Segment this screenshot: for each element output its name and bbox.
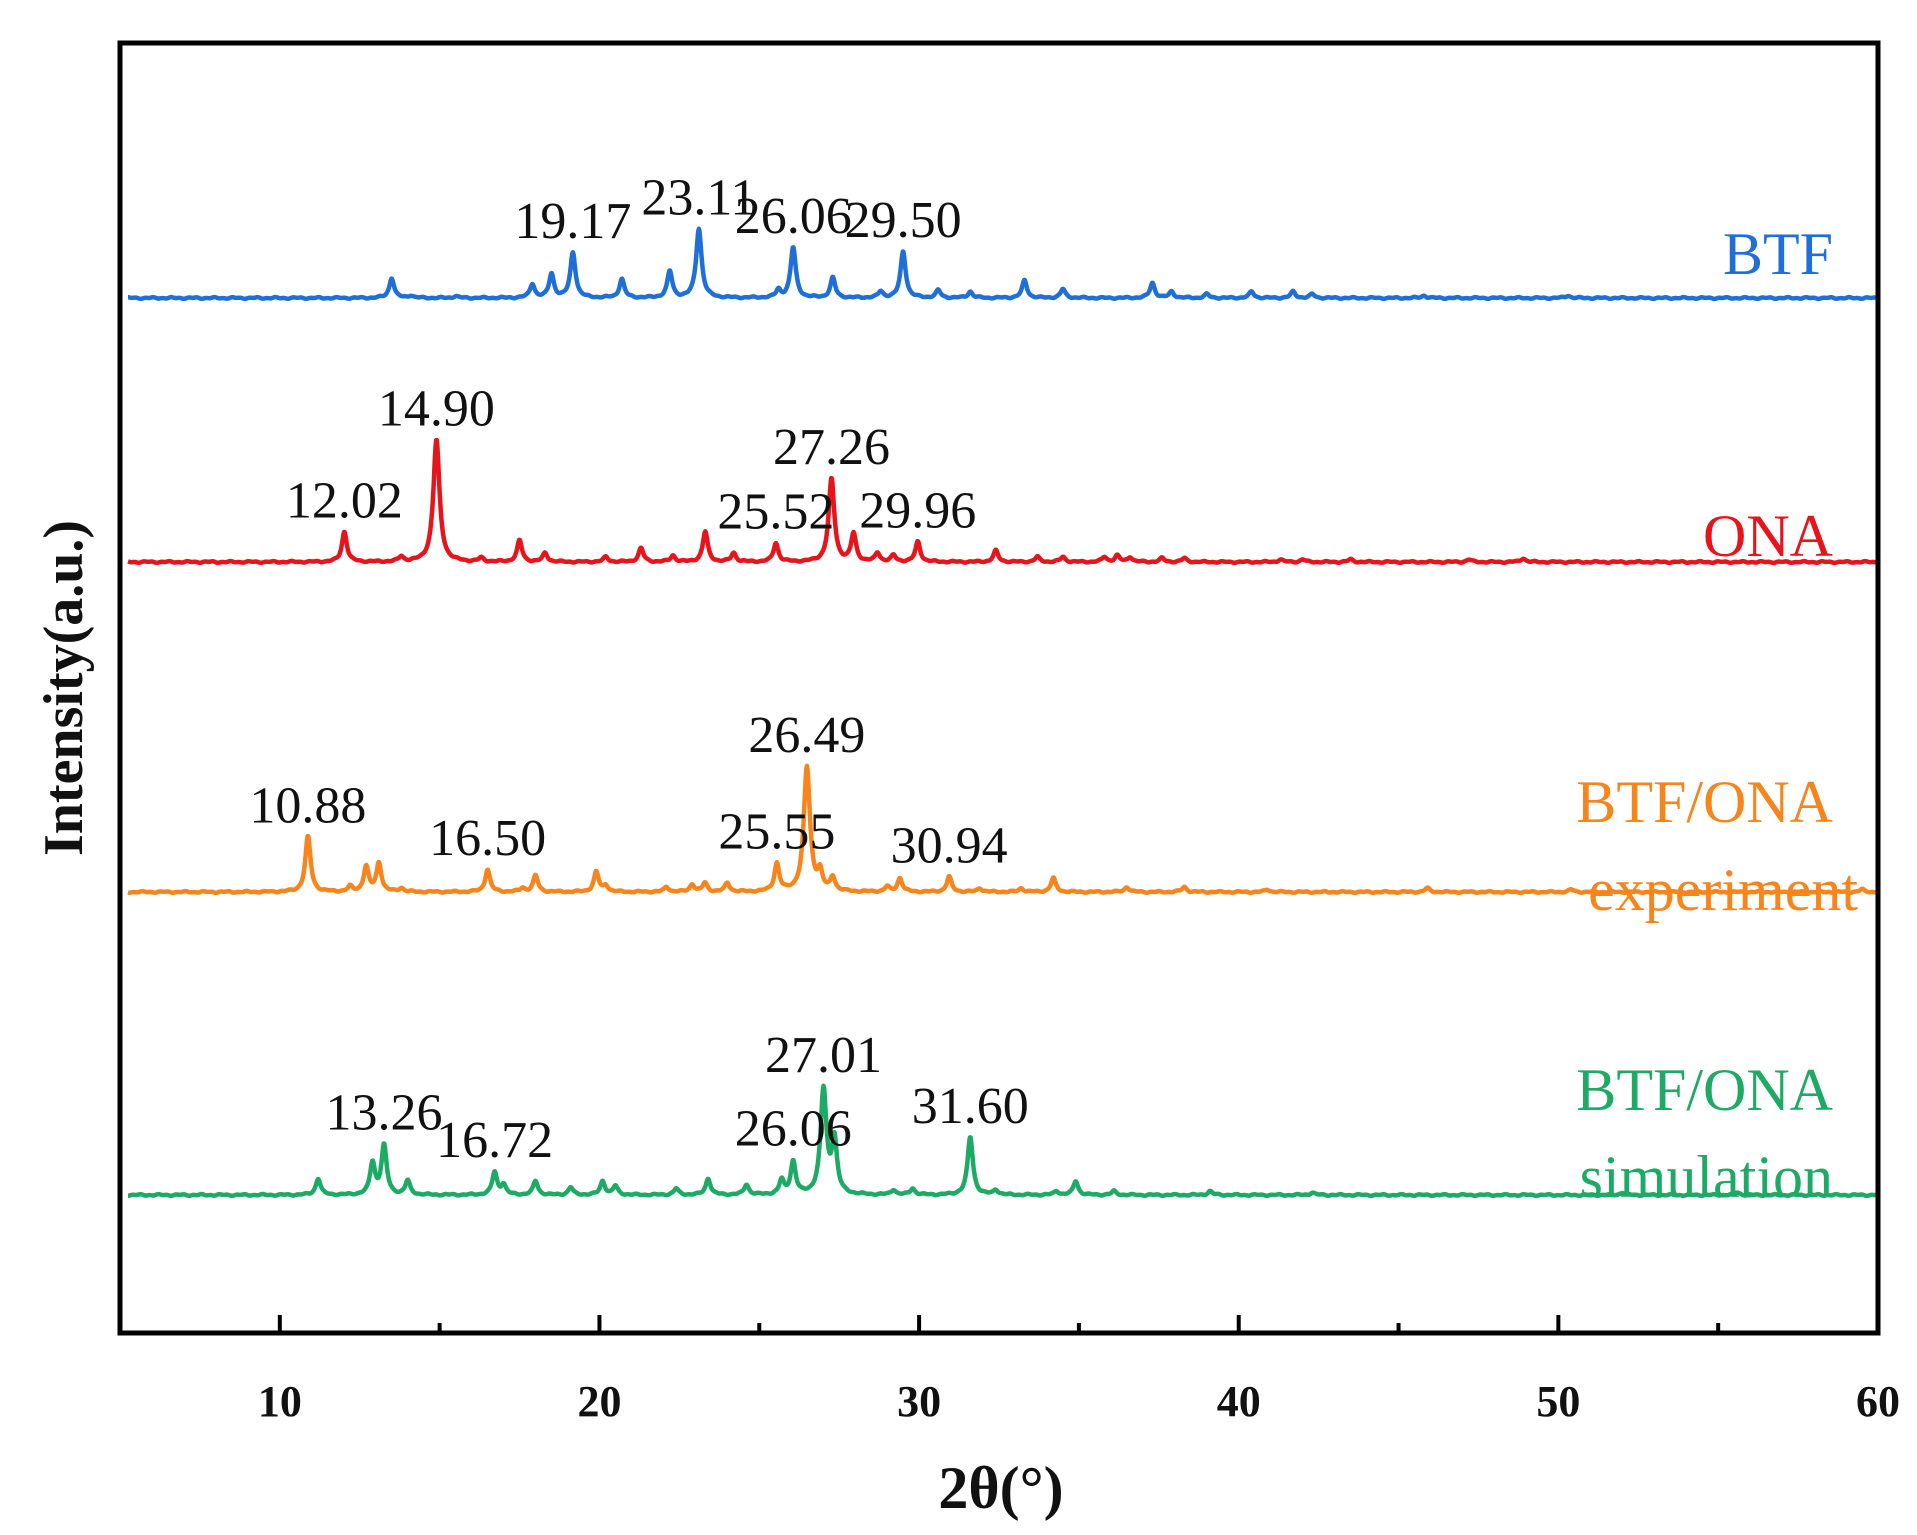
peak-label-2-2: 25.55 <box>718 803 835 860</box>
x-tick-label-50: 50 <box>1536 1377 1580 1426</box>
series-line-3 <box>126 1083 1878 1199</box>
peak-label-3-2: 26.06 <box>735 1101 852 1158</box>
peak-label-3-3: 27.01 <box>765 1027 882 1084</box>
peak-label-0-3: 29.50 <box>845 192 962 249</box>
series-line-1 <box>126 437 1878 566</box>
x-tick-label-30: 30 <box>897 1377 941 1426</box>
series-label-3-1: simulation <box>1580 1144 1833 1210</box>
y-axis-title: Intensity(a.u.) <box>33 520 95 856</box>
peak-label-2-0: 10.88 <box>249 777 366 834</box>
plot-frame <box>117 40 1881 1336</box>
series-line-2 <box>126 763 1878 896</box>
peak-label-0-1: 23.11 <box>641 169 756 226</box>
series-label-2-1: experiment <box>1588 857 1858 923</box>
annotation-layer: 19.17 23.1126.0629.5012.0214.9025.5227.26… <box>249 169 1028 1169</box>
series-label-1-0: ONA <box>1703 503 1833 569</box>
series-label-3-0: BTF/ONA <box>1576 1057 1833 1123</box>
x-tick-label-40: 40 <box>1217 1377 1261 1426</box>
peak-label-1-1: 14.90 <box>378 381 495 438</box>
x-tick-label-20: 20 <box>577 1377 621 1426</box>
peak-label-3-0: 13.26 <box>326 1085 443 1142</box>
peak-label-2-1: 16.50 <box>429 810 546 867</box>
series-label-layer: BTF ONA BTF/ONA experiment BTF/ONA simulation <box>1576 221 1858 1210</box>
series-label-0-0: BTF <box>1723 221 1833 287</box>
peak-label-2-3: 26.49 <box>748 707 865 764</box>
x-tick-label-10: 10 <box>258 1377 302 1426</box>
x-axis-title: 2θ(°) <box>938 1455 1063 1521</box>
peak-label-1-2: 25.52 <box>717 484 834 541</box>
peak-label-1-0: 12.02 <box>286 473 403 530</box>
peak-label-1-4: 29.96 <box>859 483 976 540</box>
peak-label-3-1: 16.72 <box>436 1112 553 1169</box>
peak-label-1-3: 27.26 <box>773 419 890 476</box>
series-line-0 <box>126 226 1878 302</box>
peak-label-2-4: 30.94 <box>891 818 1008 875</box>
peak-label-0-0: 19.17 <box>514 193 631 250</box>
x-tick-label-60: 60 <box>1856 1377 1900 1426</box>
peak-label-3-4: 31.60 <box>912 1078 1029 1135</box>
series-layer <box>126 226 1878 1199</box>
series-label-2-0: BTF/ONA <box>1576 769 1833 835</box>
x-axis-ticks: 10 20 30 40 50 60 <box>118 1315 1900 1426</box>
peak-label-0-2: 26.06 <box>735 188 852 245</box>
